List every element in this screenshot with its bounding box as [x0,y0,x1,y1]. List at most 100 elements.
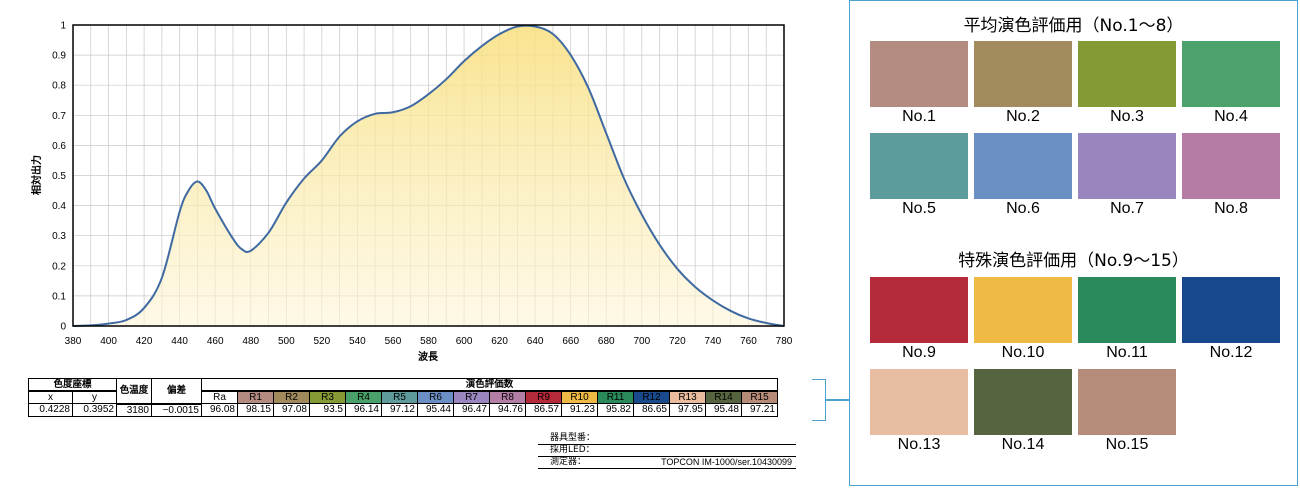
cri-value-r13: 97.95 [669,403,706,417]
swatch-no9: No.9 [870,277,968,362]
y-tick-label: 0.6 [52,141,66,152]
cri-header-r3: R3 [309,390,346,404]
cri-header-r5: R5 [381,390,418,404]
swatch-color [1182,41,1280,107]
measurement-table: 色度座標 色温度 偏差 演色評価数 x y Ra R1 R2 R3 R4 R5 R6 R7 R8… [28,378,778,417]
swatch-label: No.8 [1214,200,1248,217]
bracket-connector [812,379,826,421]
spectrum-line [72,24,785,327]
cri-value-r14: 95.48 [705,403,742,417]
swatch-no10: No.10 [974,277,1072,362]
y-tick-label: 0.1 [52,291,66,302]
swatch-no12: No.12 [1182,277,1280,362]
cri-header-r7: R7 [453,390,490,404]
header-x: x [28,390,73,404]
swatch-color [974,277,1072,343]
cri-header-r9: R9 [525,390,562,404]
swatch-color [1182,133,1280,199]
x-tick-label: 460 [207,336,224,347]
swatch-color [870,133,968,199]
swatch-no2: No.2 [974,41,1072,126]
swatch-label: No.2 [1006,108,1040,125]
cri-value-r12: 86.65 [633,403,670,417]
swatch-label: No.3 [1110,108,1144,125]
cri-header-r14: R14 [705,390,742,404]
table-header-row: 色度座標 色温度 偏差 演色評価数 [28,378,778,405]
swatch-no14: No.14 [974,369,1072,454]
x-tick-label: 620 [491,336,508,347]
device-info: 器具型番： 採用LED： 測定器： TOPCON IM-1000/ser.104300… [538,433,796,469]
swatch-color [974,133,1072,199]
swatch-color [1078,277,1176,343]
y-tick-label: 0.3 [52,231,66,242]
x-tick-label: 780 [776,336,793,347]
swatch-color [1078,369,1176,435]
cri-value-r8: 94.76 [489,403,526,417]
cri-header-r6: R6 [417,390,454,404]
swatch-label: No.15 [1105,436,1149,453]
y-tick-label: 0.2 [52,261,66,272]
cri-value-r2: 97.08 [273,403,310,417]
cri-value-r6: 95.44 [417,403,454,417]
x-tick-label: 760 [740,336,757,347]
swatch-label: No.5 [902,200,936,217]
swatch-no3: No.3 [1078,41,1176,126]
cri-header-r8: R8 [489,390,526,404]
x-tick-label: 740 [705,336,722,347]
spectral-chart: 0 0.1 0.2 0.3 0.4 0.5 0.6 0.7 0.8 0.9 1 380 400 420 4… [30,21,793,364]
swatch-no15: No.15 [1078,369,1176,454]
value-cct: 3180 [116,403,152,417]
swatch-no1: No.1 [870,41,968,126]
swatch-no6: No.6 [974,133,1072,218]
cri-value-r7: 96.47 [453,403,490,417]
cri-value-r1: 98.15 [237,403,274,417]
swatch-label: No.10 [1001,344,1045,361]
cri-header-r12: R12 [633,390,670,404]
swatch-label: No.14 [1001,436,1045,453]
x-tick-label: 700 [633,336,650,347]
swatch-no4: No.4 [1182,41,1280,126]
cri-value-r10: 91.23 [561,403,598,417]
device-info-row: 採用LED： [538,445,796,457]
cri-value-r3: 93.5 [309,403,346,417]
cri-header-r15: R15 [741,390,778,404]
swatch-no7: No.7 [1078,133,1176,218]
x-tick-label: 480 [242,336,259,347]
swatch-no5: No.5 [870,133,968,218]
header-chromaticity: 色度座標 [28,378,117,392]
swatch-label: No.4 [1214,108,1248,125]
header-y: y [72,390,117,404]
cri-header-r10: R10 [561,390,598,404]
y-tick-label: 0 [60,322,66,333]
device-info-label: 採用LED： [550,445,595,455]
swatch-label: No.12 [1209,344,1253,361]
swatch-color [974,369,1072,435]
swatch-label: No.13 [897,436,941,453]
cri-value-r4: 96.14 [345,403,382,417]
y-tick-label: 0.9 [52,51,66,62]
swatch-color [1078,41,1176,107]
table-value-row: 0.4228 0.3952 3180 −0.0015 96.08 98.15 97.… [28,403,778,417]
header-color-temperature: 色温度 [116,378,152,405]
header-deviation: 偏差 [151,378,202,405]
swatch-label: No.7 [1110,200,1144,217]
plot-frame [72,24,785,327]
y-tick-label: 0.8 [52,81,66,92]
device-info-label: 器具型番： [550,433,596,443]
y-tick-label: 0.4 [52,201,66,212]
header-color-rendering-index: 演色評価数 [201,378,778,392]
cri-value-ra: 96.08 [201,403,238,417]
device-info-row: 器具型番： [538,433,796,445]
value-x: 0.4228 [28,403,73,417]
device-info-value: TOPCON IM-1000/ser.10430099 [661,457,792,467]
swatch-color [974,41,1072,107]
cri-header-r1: R1 [237,390,274,404]
y-tick-label: 1 [60,21,66,32]
device-info-row: 測定器： TOPCON IM-1000/ser.10430099 [538,457,796,469]
device-info-value [630,433,796,444]
swatch-no8: No.8 [1182,133,1280,218]
y-tick-labels: 0 0.1 0.2 0.3 0.4 0.5 0.6 0.7 0.8 0.9 1 [52,21,66,333]
swatch-color [1182,277,1280,343]
y-axis-label: 相対出力 [30,155,43,195]
swatch-label: No.11 [1106,344,1148,361]
